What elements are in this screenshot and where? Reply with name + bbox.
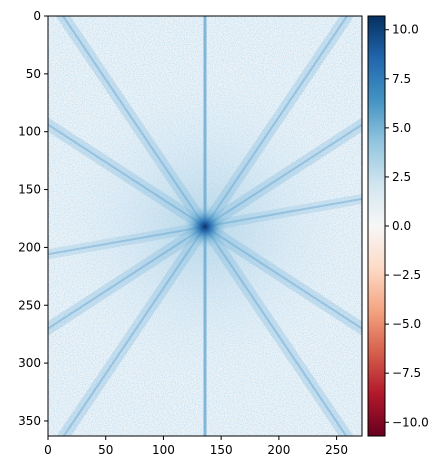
x-tick-label: 200 xyxy=(267,443,290,457)
x-tick-label: 150 xyxy=(210,443,233,457)
heatmap-streak-core xyxy=(61,16,206,228)
x-tick-label: 0 xyxy=(44,443,52,457)
heatmap-streak-core xyxy=(62,226,206,436)
colorbar-tick-label: −10.0 xyxy=(392,415,429,429)
heatmap-streak xyxy=(199,117,362,233)
heatmap-streak-core xyxy=(204,225,362,330)
y-tick-label: 200 xyxy=(18,240,41,254)
heatmap-core xyxy=(183,204,227,249)
heatmap-streak xyxy=(199,220,354,436)
x-axis: 0 50 100 150 200 250 xyxy=(44,436,348,457)
heatmap-streak-core xyxy=(48,225,206,330)
heatmap-streak-core xyxy=(204,226,348,436)
heatmap-streak-core xyxy=(204,16,349,228)
colorbar-tick-label: 2.5 xyxy=(392,170,411,184)
heatmap-streak xyxy=(56,220,211,436)
colorbar-axis: 10.0 7.5 5.0 2.5 0.0 −2.5 −5.0 −7.5 −10.0 xyxy=(385,23,429,429)
heatmap-streak xyxy=(55,16,211,233)
x-tick-label: 250 xyxy=(325,443,348,457)
heatmap-streak xyxy=(200,193,362,232)
y-tick-label: 250 xyxy=(18,298,41,312)
colorbar-tick-label: −2.5 xyxy=(392,268,421,282)
heatmap-streak-core xyxy=(204,123,362,228)
heatmap-streak xyxy=(199,16,355,233)
y-tick-label: 150 xyxy=(18,183,41,197)
y-tick-label: 300 xyxy=(18,356,41,370)
heatmap-streak xyxy=(48,221,210,260)
y-tick-label: 0 xyxy=(33,9,41,23)
plot-frame xyxy=(47,15,363,437)
y-tick-label: 100 xyxy=(18,125,41,139)
heatmap-streak-core xyxy=(48,123,206,228)
heatmap-streak xyxy=(48,117,211,233)
heatmap-streak-core xyxy=(204,197,362,228)
y-tick-label: 50 xyxy=(26,67,41,81)
x-tick-label: 100 xyxy=(152,443,175,457)
colorbar xyxy=(367,15,386,437)
heatmap-streak xyxy=(48,220,211,336)
colorbar-tick-label: 5.0 xyxy=(392,121,411,135)
colorbar-tick-label: −5.0 xyxy=(392,317,421,331)
colorbar-tick-label: 7.5 xyxy=(392,72,411,86)
heatmap-streak xyxy=(199,220,362,336)
x-tick-label: 50 xyxy=(98,443,113,457)
y-axis: 0 50 100 150 200 250 300 350 xyxy=(18,9,48,428)
heatmap-streak-core xyxy=(48,225,206,256)
colorbar-tick-label: 10.0 xyxy=(392,23,419,37)
colorbar-tick-label: −7.5 xyxy=(392,366,421,380)
y-tick-label: 350 xyxy=(18,414,41,428)
colorbar-tick-label: 0.0 xyxy=(392,219,411,233)
